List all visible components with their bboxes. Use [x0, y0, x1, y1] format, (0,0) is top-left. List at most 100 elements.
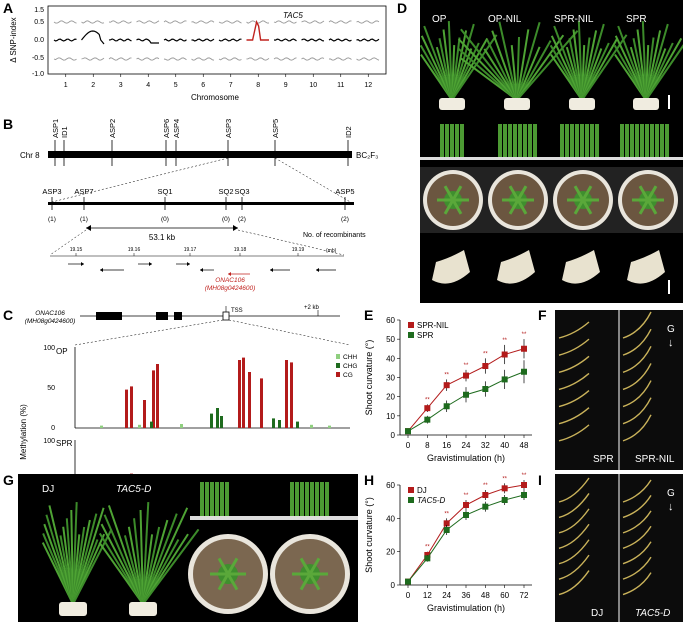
methylation-bar	[285, 360, 288, 428]
panel-label-i: I	[538, 472, 542, 488]
x-tick-label: 12	[423, 591, 432, 600]
y-tick-label: 50	[386, 335, 395, 344]
onac106-id: (MH08g0424600)	[205, 285, 256, 292]
significance-label: **	[464, 363, 469, 369]
threshold-upper	[191, 20, 215, 24]
data-point	[424, 405, 431, 412]
genotype-op-nil: OP-NIL	[488, 14, 522, 25]
x-axis-label: Chromosome	[191, 93, 240, 102]
marker-label: ASP3	[224, 119, 233, 138]
genotype-spr: SPR	[626, 14, 647, 25]
plot-frame	[47, 5, 387, 75]
y-tick: 50	[47, 385, 55, 392]
curvature-chart-e: 0 10 20 30 40 50 60 0 8 16 24 32 40 48 Gravistimulatio…	[364, 316, 532, 463]
data-point	[521, 368, 527, 375]
marker-label: ASP1	[51, 119, 60, 138]
methylation-bar	[242, 357, 245, 428]
chromosome-tick: 10	[309, 82, 317, 89]
x-tick-label: 0	[406, 441, 411, 450]
pot	[504, 98, 530, 110]
threshold-lower	[218, 57, 242, 61]
threshold-upper	[218, 20, 242, 24]
recombinant-count: (1)	[80, 216, 88, 223]
methylation-bar	[278, 420, 281, 428]
pot	[439, 98, 465, 110]
x-tick-label: 24	[442, 591, 451, 600]
data-point	[443, 382, 450, 389]
recombinant-count: (1)	[48, 216, 56, 223]
significance-label: **	[444, 511, 449, 517]
snp-index-line	[136, 38, 159, 44]
methylation-bar	[130, 386, 133, 428]
threshold-upper	[108, 20, 132, 24]
snp-index-line	[81, 30, 105, 45]
threshold-upper	[301, 20, 325, 24]
methylation-bar	[260, 378, 263, 428]
x-tick-label: 8	[425, 441, 430, 450]
methylation-bar	[220, 416, 223, 428]
data-point	[501, 485, 508, 492]
recombinant-count: (0)	[161, 216, 169, 223]
y-tick: 0	[51, 425, 55, 432]
snp-index-line	[218, 38, 242, 42]
plant-illustration-g	[41, 474, 358, 616]
gene-arrow	[270, 268, 273, 272]
legend-swatch	[408, 322, 414, 328]
threshold-upper	[273, 20, 297, 24]
chromosome-tick: 9	[284, 82, 288, 89]
population-label: BC₂F₃	[356, 151, 378, 160]
data-point	[482, 386, 489, 392]
fine-bar	[48, 202, 354, 205]
gravity-label: G	[667, 324, 675, 335]
legend-chh: CHH	[343, 354, 357, 361]
panel-label-a: A	[3, 0, 14, 16]
plus2kb-label: +2 kb	[304, 305, 320, 311]
gene-arrow	[316, 268, 319, 272]
threshold-lower	[163, 57, 187, 61]
threshold-lower	[273, 57, 297, 61]
panel-label-h: H	[364, 472, 375, 488]
data-point	[463, 502, 469, 508]
panel-label-e: E	[364, 307, 374, 323]
methylation-bar	[248, 372, 251, 428]
data-point	[424, 416, 431, 423]
legend-swatch	[408, 332, 414, 338]
data-point	[501, 497, 508, 503]
methylation-bar	[272, 418, 275, 428]
interval-label: 53.1 kb	[149, 233, 176, 242]
marker-label: ASP3	[42, 187, 61, 196]
snp-index-line	[53, 38, 77, 42]
marker-label: ASP6	[162, 119, 171, 138]
threshold-lower	[246, 57, 270, 61]
threshold-upper	[53, 20, 77, 24]
recombinant-count: (2)	[238, 216, 246, 223]
data-point	[482, 492, 489, 498]
x-tick-label: 36	[462, 591, 471, 600]
panel-label-b: B	[3, 116, 14, 132]
methylation-bar	[138, 424, 141, 428]
y-tick-label: 40	[386, 354, 395, 363]
recombinant-count: (2)	[341, 216, 349, 223]
gene-arrows	[68, 262, 336, 276]
label-dj: DJ	[42, 484, 55, 495]
data-point	[463, 372, 469, 379]
y-tick: -1.0	[32, 71, 44, 78]
methylation-bar	[210, 413, 213, 428]
recombinants-label: No. of recombinants	[303, 232, 366, 239]
threshold-lower	[53, 57, 77, 61]
data-point	[443, 520, 450, 527]
y-tick-label: 60	[386, 481, 395, 490]
x-tick-label: 48	[520, 441, 529, 450]
chromosome-tick: 2	[91, 82, 95, 89]
y-tick: -0.5	[32, 55, 44, 62]
x-tick-label: 32	[481, 441, 490, 450]
y-tick-label: 0	[391, 581, 396, 590]
genotype-op: OP	[432, 14, 447, 25]
y-tick-label: 60	[386, 316, 395, 325]
significance-label: **	[522, 332, 527, 338]
chromosome-tick: 5	[174, 82, 178, 89]
seedling-illustration	[558, 310, 652, 470]
gene-arrow	[100, 268, 103, 272]
